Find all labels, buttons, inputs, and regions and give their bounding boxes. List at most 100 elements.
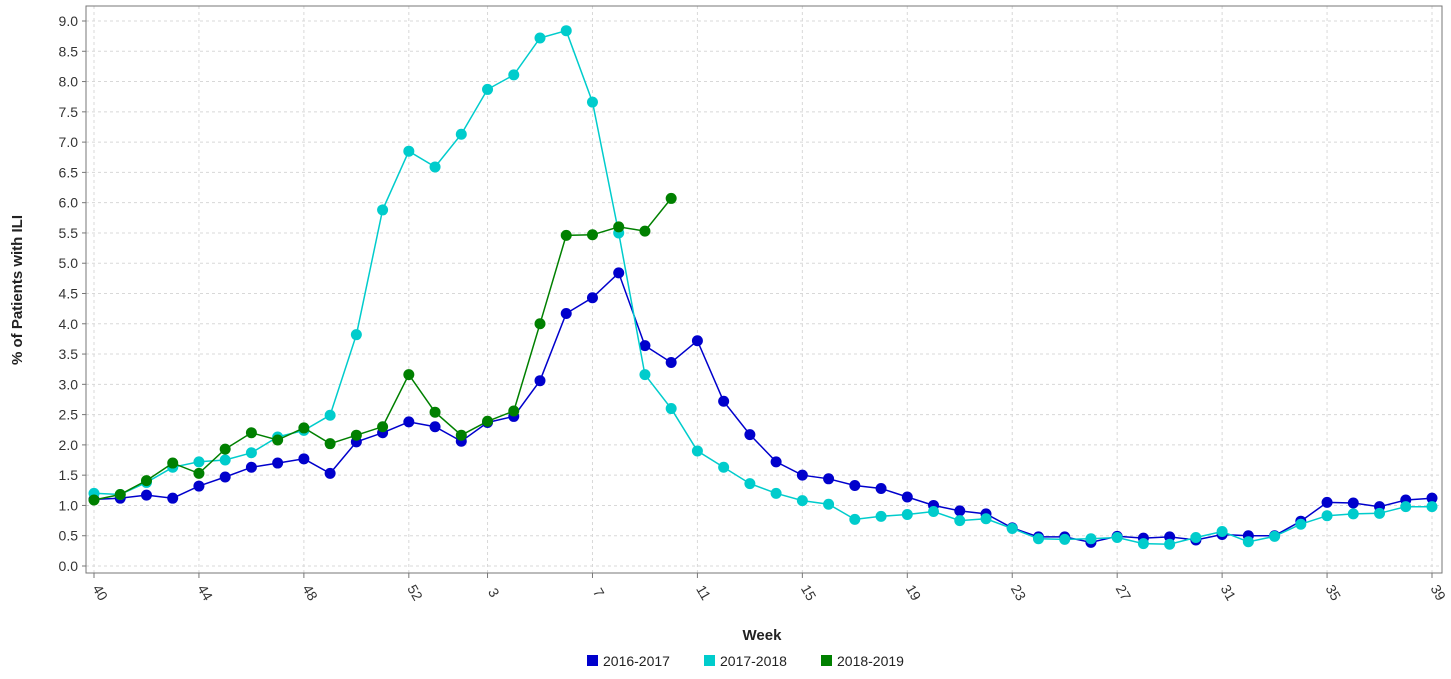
data-point — [1426, 492, 1438, 504]
y-tick-label: 8.0 — [59, 74, 79, 90]
data-point — [980, 513, 992, 525]
data-point — [560, 25, 572, 37]
data-point — [560, 229, 572, 241]
y-tick-label: 2.5 — [59, 407, 79, 423]
data-point — [586, 229, 598, 241]
series-line — [93, 197, 672, 501]
data-point — [875, 482, 887, 494]
data-point — [770, 487, 782, 499]
series-layer — [88, 25, 1438, 550]
data-point — [219, 454, 231, 466]
data-point — [403, 145, 415, 157]
data-point — [718, 461, 730, 473]
data-point — [482, 83, 494, 95]
data-point — [665, 403, 677, 415]
data-point — [429, 161, 441, 173]
data-point — [954, 505, 966, 517]
data-point — [1059, 533, 1071, 545]
plot-area — [85, 5, 1443, 574]
data-point — [1295, 518, 1307, 530]
data-point — [1137, 538, 1149, 550]
data-point — [167, 457, 179, 469]
y-tick-label: 3.0 — [59, 376, 79, 392]
data-point — [429, 421, 441, 433]
data-point — [1400, 501, 1412, 513]
data-point — [508, 69, 520, 81]
data-point — [482, 415, 494, 427]
data-point — [1269, 530, 1281, 542]
y-tick-label: 4.0 — [59, 316, 79, 332]
x-tick-label: 15 — [798, 582, 820, 604]
legend-label: 2017-2018 — [720, 653, 787, 669]
data-point — [193, 456, 205, 468]
series-2017-2018 — [88, 25, 1438, 550]
data-point — [770, 456, 782, 468]
x-tick-label: 40 — [90, 582, 112, 604]
data-point — [1032, 533, 1044, 545]
data-point — [245, 461, 257, 473]
legend-item: 2017-2018 — [704, 653, 787, 669]
data-point — [1085, 533, 1097, 545]
data-point — [849, 513, 861, 525]
data-point — [219, 471, 231, 483]
legend-item: 2018-2019 — [821, 653, 904, 669]
data-point — [508, 405, 520, 417]
data-point — [534, 318, 546, 330]
x-tick-label: 11 — [693, 582, 714, 603]
grid-layer — [86, 6, 1442, 573]
y-tick-label: 1.5 — [59, 467, 79, 483]
data-point — [377, 421, 389, 433]
data-point — [718, 395, 730, 407]
data-point — [1242, 536, 1254, 548]
data-point — [1426, 501, 1438, 513]
data-point — [691, 445, 703, 457]
data-point — [193, 467, 205, 479]
data-point — [691, 335, 703, 347]
data-point — [114, 489, 126, 501]
data-point — [245, 427, 257, 439]
data-point — [324, 467, 336, 479]
legend: 2016-2017 2017-2018 2018-2019 — [587, 653, 904, 669]
data-point — [350, 329, 362, 341]
y-tick-label: 5.5 — [59, 225, 79, 241]
data-point — [1216, 525, 1228, 537]
data-point — [1111, 532, 1123, 544]
x-tick-label: 52 — [404, 582, 426, 604]
data-point — [455, 128, 467, 140]
data-point — [613, 267, 625, 279]
data-point — [586, 96, 598, 108]
y-tick-label: 5.0 — [59, 255, 79, 271]
y-tick-label: 0.0 — [59, 558, 79, 574]
data-point — [429, 406, 441, 418]
data-point — [534, 375, 546, 387]
data-point — [823, 473, 835, 485]
y-tick-label: 0.5 — [59, 528, 79, 544]
legend-swatch — [821, 655, 832, 666]
data-point — [639, 225, 651, 237]
data-point — [245, 447, 257, 459]
data-point — [298, 422, 310, 434]
data-point — [298, 453, 310, 465]
data-point — [140, 489, 152, 501]
data-point — [324, 438, 336, 450]
x-tick-label: 39 — [1428, 582, 1450, 604]
data-point — [744, 429, 756, 441]
data-point — [1347, 508, 1359, 520]
y-tick-label: 1.0 — [59, 497, 79, 513]
data-point — [455, 429, 467, 441]
data-point — [193, 480, 205, 492]
y-tick-label: 4.5 — [59, 286, 79, 302]
data-point — [534, 32, 546, 44]
x-tick-label: 3 — [485, 585, 503, 600]
x-tick-label: 31 — [1218, 582, 1240, 604]
x-axis-title: Week — [743, 627, 783, 644]
series-line — [93, 271, 1433, 544]
x-tick-label: 35 — [1323, 582, 1345, 604]
y-tick-label: 2.0 — [59, 437, 79, 453]
legend-label: 2016-2017 — [603, 653, 670, 669]
data-point — [1321, 496, 1333, 508]
data-point — [665, 357, 677, 369]
data-point — [377, 204, 389, 216]
